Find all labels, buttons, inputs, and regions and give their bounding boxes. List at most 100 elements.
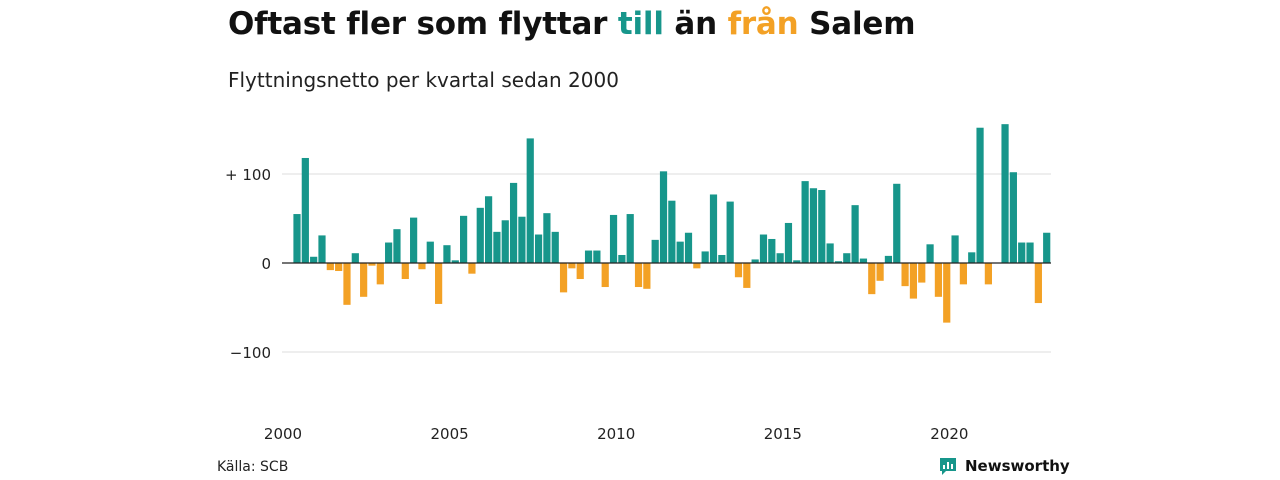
x-axis-labels: 2000 2005 2010 2015 2020: [264, 425, 969, 443]
bar-2018-k4: [918, 263, 926, 283]
bar-2010-k2: [634, 263, 643, 288]
bar-2007-k4: [551, 231, 559, 263]
bar-2010-k4: [651, 239, 659, 263]
bar-2011-k3: [676, 241, 684, 263]
bar-2006-k2: [501, 220, 509, 263]
bar-2021-k2: [1001, 124, 1009, 263]
bar-2009-k2: [601, 263, 609, 288]
bar-2018-k3: [909, 263, 918, 299]
bar-2001-k4: [351, 253, 359, 263]
bar-2014-k3: [776, 253, 784, 263]
bar-2001-k2: [335, 263, 343, 272]
title-word-till: till: [617, 6, 664, 42]
bar-2012-k4: [718, 254, 726, 263]
bar-2005-k2: [468, 263, 476, 274]
bar-2013-k3: [743, 263, 751, 288]
bar-2009-k3: [609, 214, 618, 263]
bar-2006-k4: [518, 216, 526, 263]
bar-2014-k1: [759, 234, 768, 263]
bar-2022-k1: [1026, 242, 1034, 263]
bar-2020-k4: [984, 263, 992, 285]
chart-subtitle: Flyttningsnetto per kvartal sedan 2000: [228, 68, 619, 92]
bar-2016-k3: [843, 253, 851, 263]
bar-2008-k3: [576, 263, 584, 280]
y-tick-label: −100: [230, 344, 271, 362]
bar-2010-k1: [626, 214, 634, 263]
bar-2002-k3: [376, 263, 384, 285]
bar-2013-k2: [734, 263, 743, 278]
title-word-fran: från: [727, 6, 799, 42]
title-part-2: än: [663, 6, 728, 42]
bar-2016-k1: [826, 243, 834, 263]
bar-2010-k3: [643, 263, 651, 289]
bar-2006-k1: [493, 231, 501, 263]
bar-2000-k1: [293, 214, 301, 263]
bar-2021-k3: [1009, 172, 1017, 263]
bar-2005-k1: [460, 215, 468, 263]
bar-2018-k2: [901, 263, 909, 287]
bar-2015-k4: [818, 190, 826, 263]
bar-2015-k2: [801, 181, 809, 263]
bar-2012-k3: [709, 194, 718, 263]
bar-2019-k3: [943, 263, 951, 323]
bar-2008-k2: [568, 263, 576, 269]
bar-2000-k3: [310, 256, 318, 263]
x-tick-label: 2000: [264, 425, 302, 443]
bar-2000-k4: [318, 235, 326, 263]
bar-2004-k1: [426, 241, 434, 263]
bar-2002-k2: [368, 263, 376, 266]
x-tick-label: 2005: [431, 425, 469, 443]
bar-2003-k2: [401, 263, 409, 280]
y-tick-label: + 100: [225, 166, 271, 184]
bar-2001-k3: [343, 263, 351, 305]
bar-2019-k4: [951, 235, 959, 263]
bar-2021-k4: [1018, 242, 1026, 263]
bar-2014-k2: [768, 238, 776, 263]
title-part-1: Oftast fler som flyttar: [228, 6, 618, 42]
bar-2011-k2: [668, 200, 676, 263]
bar-2016-k2: [834, 261, 843, 263]
bar-2002-k1: [360, 263, 368, 297]
bar-2003-k1: [393, 229, 401, 263]
bar-2016-k4: [851, 205, 859, 263]
bar-2003-k3: [410, 217, 418, 263]
source-note: Källa: SCB: [217, 459, 289, 475]
bar-2011-k1: [659, 171, 668, 263]
newsworthy-logo-icon: [940, 458, 956, 475]
bar-2005-k4: [484, 196, 493, 263]
y-axis-labels: + 100 0 −100: [225, 166, 271, 362]
chart-title: Oftast fler som flyttar till än från Sal…: [228, 6, 916, 42]
bar-2018-k1: [893, 183, 901, 263]
bar-2009-k4: [618, 254, 626, 263]
bar-2022-k3: [1043, 232, 1051, 263]
bar-2020-k3: [976, 127, 984, 263]
bar-2000-k2: [301, 157, 309, 263]
bar-2007-k2: [534, 234, 543, 263]
bar-2017-k2: [868, 263, 876, 295]
bar-2006-k3: [509, 182, 518, 263]
bar-2013-k1: [726, 201, 734, 263]
bar-2014-k4: [784, 222, 793, 263]
bars: [293, 124, 1051, 323]
bar-2015-k1: [793, 260, 801, 263]
bar-2009-k1: [593, 250, 601, 263]
bar-2013-k4: [751, 259, 759, 263]
x-tick-label: 2010: [597, 425, 635, 443]
bar-2001-k1: [326, 263, 334, 271]
y-tick-label: 0: [261, 255, 271, 273]
bar-2005-k3: [476, 207, 484, 263]
bar-2007-k3: [543, 213, 551, 263]
bar-2017-k1: [859, 258, 868, 263]
bar-2008-k4: [584, 250, 593, 263]
bar-2012-k1: [693, 263, 701, 269]
bar-2022-k2: [1034, 263, 1042, 304]
bar-2007-k1: [526, 138, 534, 263]
bar-2004-k3: [443, 245, 451, 263]
brand-name: Newsworthy: [965, 457, 1070, 475]
brand-logo: Newsworthy: [938, 456, 1070, 476]
bar-2017-k4: [884, 255, 893, 263]
bar-2012-k2: [701, 251, 709, 263]
title-part-3: Salem: [798, 6, 916, 42]
bar-2004-k4: [451, 260, 459, 263]
